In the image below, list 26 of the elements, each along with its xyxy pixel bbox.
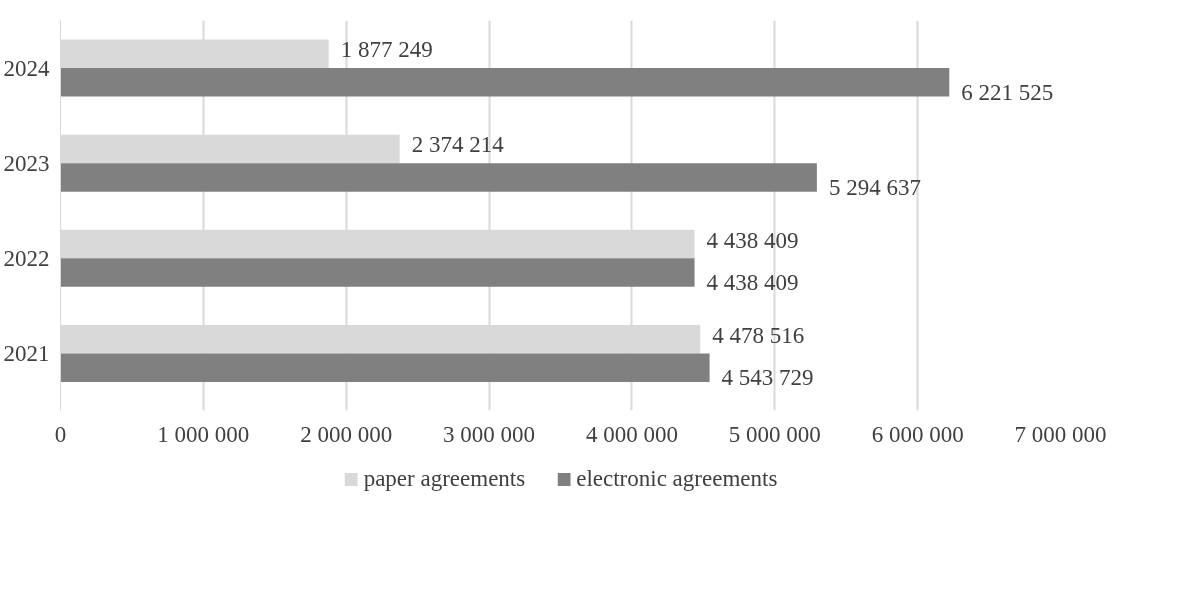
x-tick-label: 2 000 000: [300, 421, 393, 447]
x-tick-label: 5 000 000: [728, 421, 821, 447]
legend-label: electronic agreements: [576, 466, 778, 492]
x-tick-label: 6 000 000: [871, 421, 964, 447]
bar: [60, 68, 950, 97]
data-label: 6 221 525: [961, 79, 1054, 105]
data-label: 4 438 409: [706, 270, 799, 296]
bar: [60, 353, 710, 382]
y-tick-label: 2022: [3, 245, 50, 271]
data-label: 4 478 516: [712, 322, 805, 348]
x-tick-label: 7 000 000: [1014, 421, 1107, 447]
y-tick-label: 2023: [3, 150, 50, 176]
y-tick-label: 2024: [3, 55, 50, 81]
x-tick-label: 3 000 000: [443, 421, 536, 447]
x-tick-label: 0: [54, 421, 67, 447]
data-label: 5 294 637: [828, 174, 921, 200]
bar: [60, 258, 695, 287]
data-label: 2 374 214: [411, 132, 505, 158]
data-label: 4 543 729: [721, 365, 814, 391]
data-label: 4 438 409: [706, 227, 799, 253]
legend-label: paper agreements: [363, 466, 526, 492]
data-label: 1 877 249: [340, 37, 433, 63]
x-tick-label: 1 000 000: [157, 421, 250, 447]
x-tick-label: 4 000 000: [585, 421, 678, 447]
bar: [60, 163, 817, 192]
y-tick-label: 2021: [3, 340, 50, 366]
